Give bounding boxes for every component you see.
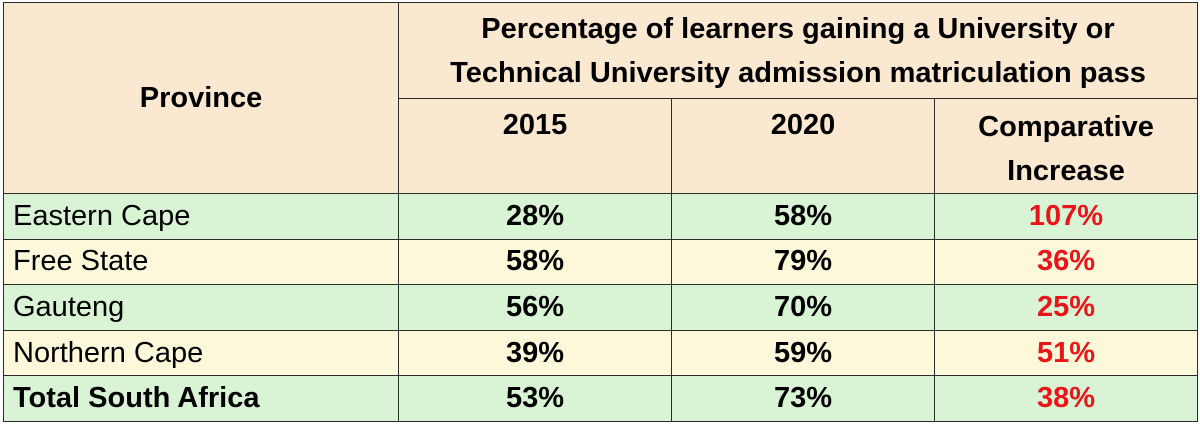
table-row: Eastern Cape 28% 58% 107%	[3, 193, 1198, 240]
province-header: Province	[3, 2, 399, 194]
province-cell: Free State	[3, 238, 399, 286]
value-2020-cell: 58%	[671, 193, 935, 240]
table-header: Province Percentage of learners gaining …	[3, 2, 1198, 194]
increase-cell: 38%	[934, 375, 1198, 422]
province-header-label: Province	[139, 81, 263, 114]
province-cell: Gauteng	[3, 284, 399, 331]
matric-pass-table: Province Percentage of learners gaining …	[3, 2, 1198, 422]
table-body: Eastern Cape 28% 58% 107% Free State 58%…	[3, 193, 1198, 422]
value-2020-cell: 73%	[671, 375, 935, 422]
province-cell: Northern Cape	[3, 329, 399, 377]
year-2020-label: 2020	[770, 109, 836, 141]
province-cell: Total South Africa	[3, 375, 399, 422]
value-2015-cell: 39%	[398, 329, 672, 377]
comparative-increase-line2: Increase	[1007, 155, 1125, 187]
value-2020-cell: 59%	[671, 329, 935, 377]
increase-cell: 107%	[934, 193, 1198, 240]
year-2015-header: 2015	[398, 98, 672, 194]
increase-cell: 25%	[934, 284, 1198, 331]
comparative-increase-line1: Comparative	[978, 111, 1154, 143]
table-row: Gauteng 56% 70% 25%	[3, 284, 1198, 331]
year-2015-label: 2015	[502, 109, 568, 141]
comparative-increase-header: Comparative Increase	[934, 98, 1198, 194]
value-2020-cell: 79%	[671, 238, 935, 286]
value-2015-cell: 58%	[398, 238, 672, 286]
year-2020-header: 2020	[671, 98, 935, 194]
percentage-header-line2: Technical University admission matricula…	[450, 56, 1146, 89]
increase-cell: 36%	[934, 238, 1198, 286]
percentage-header-line1: Percentage of learners gaining a Univers…	[481, 12, 1115, 45]
province-cell: Eastern Cape	[3, 193, 399, 240]
table-row: Free State 58% 79% 36%	[3, 238, 1198, 286]
table-row: Northern Cape 39% 59% 51%	[3, 329, 1198, 377]
value-2015-cell: 28%	[398, 193, 672, 240]
percentage-header: Percentage of learners gaining a Univers…	[398, 2, 1198, 99]
increase-cell: 51%	[934, 329, 1198, 377]
value-2020-cell: 70%	[671, 284, 935, 331]
value-2015-cell: 56%	[398, 284, 672, 331]
total-row: Total South Africa 53% 73% 38%	[3, 375, 1198, 422]
value-2015-cell: 53%	[398, 375, 672, 422]
